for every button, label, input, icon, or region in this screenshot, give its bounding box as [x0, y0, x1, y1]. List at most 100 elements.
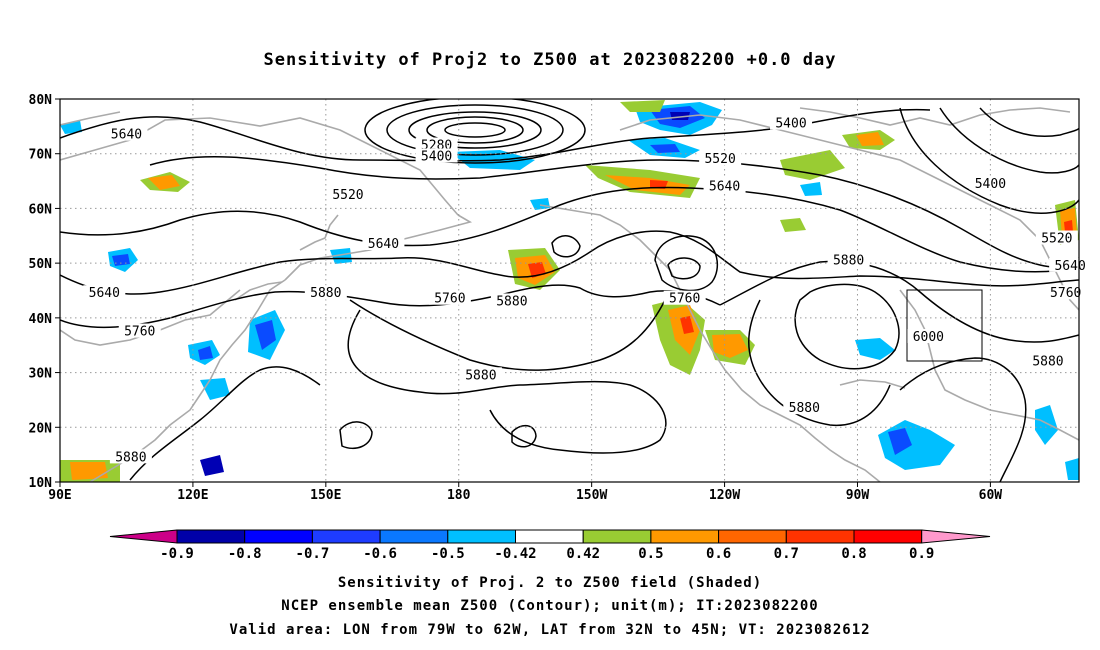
lat-tick-label: 80N [29, 93, 53, 108]
contour-label: 6000 [913, 330, 944, 345]
footer-line-3: Valid area: LON from 79W to 62W, LAT fro… [229, 622, 871, 638]
colorbar-tick-label: -0.5 [431, 546, 465, 562]
contour-label-bg [1049, 257, 1092, 272]
colorbar-tick-label: 0.8 [841, 546, 866, 562]
footer-line-1: Sensitivity of Proj. 2 to Z500 field (Sh… [337, 575, 763, 591]
contour-label: 5760 [1050, 286, 1081, 301]
contour-label-bg [699, 151, 742, 166]
lon-tick-label: 90W [846, 488, 870, 503]
contour-label: 5880 [115, 450, 146, 465]
colorbar-tick-label: -0.7 [296, 546, 330, 562]
colorbar-tick-label: -0.9 [160, 546, 194, 562]
colorbar-segment [379, 529, 449, 544]
contour-label-group: 5280540054005400552055205520564056405640… [83, 115, 1092, 465]
contour-label: 5640 [1054, 259, 1085, 274]
sensitivity-shading [60, 100, 1079, 482]
contour-label: 5640 [89, 286, 120, 301]
colorbar-segment [853, 529, 923, 544]
lat-tick-label: 60N [29, 202, 53, 217]
contour-label-bg [83, 285, 126, 300]
contour-label-bg [326, 186, 369, 201]
colorbar-tick-label: 0.7 [774, 546, 799, 562]
footer-line-2: NCEP ensemble mean Z500 (Contour); unit(… [281, 598, 819, 614]
colorbar-segment [176, 529, 246, 544]
contour-label: 5760 [124, 325, 155, 340]
coastlines [60, 107, 1079, 482]
lon-tick-label: 150W [576, 488, 607, 503]
colorbar-tick-label: -0.8 [228, 546, 262, 562]
colorbar-tick-label: 0.42 [566, 546, 600, 562]
contour-label: 5760 [669, 292, 700, 307]
lon-tick-label: 180 [447, 488, 471, 503]
contour-label: 5520 [332, 188, 363, 203]
lon-tick-label: 120E [177, 488, 208, 503]
contour-label-bg [490, 293, 533, 308]
contour-label: 5880 [310, 286, 341, 301]
contour-label-bg [1026, 353, 1069, 368]
contour-label-bg [907, 329, 950, 344]
contour-label: 5880 [496, 294, 527, 309]
contour-label: 5880 [833, 253, 864, 268]
colorbar-segment [515, 529, 584, 544]
colorbar-segment [447, 529, 516, 544]
contour-label: 5520 [1041, 232, 1072, 247]
colorbar-segment [650, 529, 720, 544]
contour-label-bg [703, 178, 746, 193]
colorbar-segment [582, 529, 652, 544]
contour-label-bg [1035, 230, 1078, 245]
lon-tick-label: 150E [310, 488, 341, 503]
contour-label-bg [428, 290, 471, 305]
colorbar-segment [311, 529, 381, 544]
lat-tick-label: 50N [29, 257, 53, 272]
colorbar-tick-label: -0.42 [494, 546, 536, 562]
colorbar-segment [718, 529, 787, 544]
contour-label-bg [663, 290, 706, 305]
contour-label-bg [362, 235, 405, 250]
contour-label: 5640 [368, 237, 399, 252]
contour-label-bg [415, 148, 458, 163]
contour-label-bg [415, 137, 458, 152]
colorbar-low-triangle [109, 529, 178, 544]
contour-label-bg [1044, 285, 1087, 300]
lat-tick-label: 30N [29, 367, 53, 382]
lat-tick-label: 40N [29, 312, 53, 327]
colorbar-high-triangle [921, 529, 991, 544]
contour-label-bg [827, 252, 870, 267]
colorbar-segment [785, 529, 855, 544]
colorbar-tick-label: 0.5 [638, 546, 663, 562]
lon-tick-label: 120W [709, 488, 740, 503]
contour-label-bg [459, 367, 502, 382]
contour-label-bg [783, 400, 826, 415]
colorbar-tick-label: -0.6 [363, 546, 397, 562]
contour-label-bg [105, 126, 148, 141]
colorbar-tick-label: 0.6 [706, 546, 731, 562]
lat-tick-label: 10N [29, 476, 53, 491]
contour-label: 5520 [704, 152, 735, 167]
contour-label: 5640 [111, 128, 142, 143]
contour-label: 5880 [1032, 355, 1063, 370]
lat-tick-label: 70N [29, 148, 53, 163]
contour-label-bg [304, 285, 347, 300]
contour-label: 5880 [465, 368, 496, 383]
lon-tick-label: 90E [48, 488, 71, 503]
contour-label: 5400 [421, 149, 452, 164]
contour-label-bg [969, 175, 1012, 190]
contour-label-bg [109, 449, 152, 464]
map-title: Sensitivity of Proj2 to Z500 at 20230822… [263, 50, 837, 70]
colorbar-tick-label: 0.9 [909, 546, 934, 562]
contour-label-bg [770, 115, 813, 130]
valid-area-box [906, 289, 983, 362]
lat-tick-label: 20N [29, 421, 53, 436]
contour-label: 5400 [975, 177, 1006, 192]
contour-label: 5400 [775, 117, 806, 132]
colorbar: -0.9 -0.8 -0.7 -0.6 -0.5 -0.42 0.42 0.5 0.6 0.7 0.… [109, 529, 991, 562]
lon-tick-label: 60W [979, 488, 1003, 503]
map-frame [59, 98, 1080, 483]
contour-label: 5760 [434, 292, 465, 307]
contour-label: 5880 [789, 401, 820, 416]
contour-label: 5640 [709, 180, 740, 195]
colorbar-segment [244, 529, 313, 544]
contour-label-bg [118, 323, 161, 338]
